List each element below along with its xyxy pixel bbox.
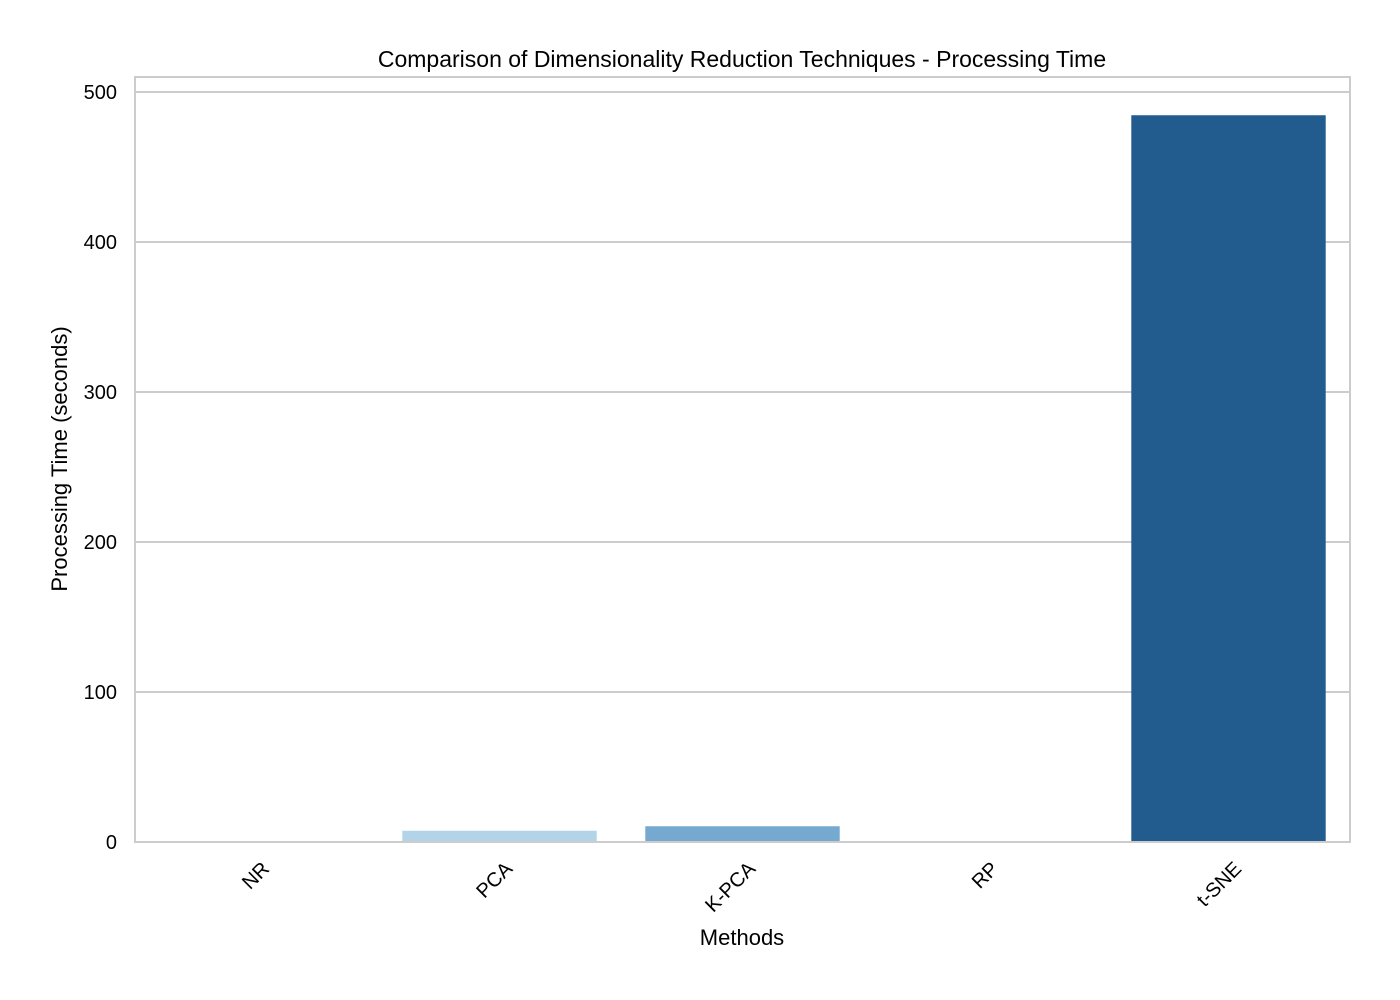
x-tick-label: NR (238, 858, 274, 894)
plot-frame (134, 76, 1351, 843)
y-tick-labels: 0 100 200 300 400 500 (84, 82, 117, 854)
y-tick-label: 100 (84, 682, 117, 704)
x-tick-labels: NR PCA K-PCA RP t-SNE (238, 858, 1246, 917)
x-tick-label: t-SNE (1193, 858, 1246, 911)
bar-k-pca (645, 826, 840, 842)
y-tick-label: 200 (84, 532, 117, 554)
bar-t-sne (1131, 115, 1326, 842)
bars (159, 115, 1326, 842)
x-tick-label: K-PCA (701, 858, 760, 917)
y-tick-label: 0 (106, 832, 117, 854)
y-tick-label: 300 (84, 382, 117, 404)
x-tick-label: PCA (472, 858, 517, 903)
x-axis-label: Methods (700, 925, 784, 950)
bar-pca (402, 830, 597, 842)
chart-title: Comparison of Dimensionality Reduction T… (378, 46, 1106, 72)
y-tick-label: 500 (84, 82, 117, 104)
y-tick-label: 400 (84, 232, 117, 254)
x-tick-label: RP (968, 858, 1003, 893)
y-axis-label: Processing Time (seconds) (47, 326, 72, 591)
